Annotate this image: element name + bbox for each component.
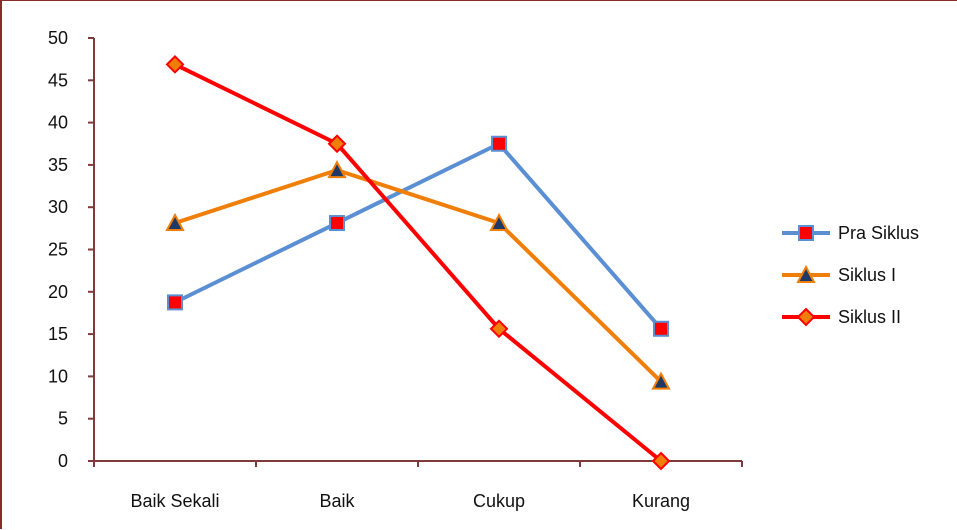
y-tick-label: 40 [48,113,68,133]
data-point-siklus-i-baik [327,160,347,179]
legend-label: Siklus I [838,265,896,285]
legend-label: Siklus II [838,307,901,327]
legend-swatch-marker [798,225,814,241]
legend-item-pra-siklus: Pra Siklus [782,223,919,243]
y-tick-label: 0 [58,451,68,471]
data-point-siklus-i-cukup [489,212,509,232]
x-axis: Baik Sekali Baik Cukup Kurang [88,460,743,511]
legend-swatch-marker [796,264,816,283]
series-layer [165,54,671,471]
series-segment-siklus-i [173,168,339,226]
series-segment-pra-siklus [335,141,501,226]
data-point-pra-siklus-cukup [491,135,507,152]
y-tick-label: 5 [58,409,68,429]
y-tick-label: 25 [48,240,68,260]
x-tick-label-kurang: Kurang [632,491,690,511]
data-point-siklus-i-kurang [651,371,671,390]
data-point-siklus-ii-cukup [489,319,509,339]
series-segment-siklus-ii [173,62,339,146]
x-tick-label-baik: Baik [319,491,355,511]
y-tick-label: 10 [48,366,68,386]
data-point-pra-siklus-baik-sekali [167,294,183,311]
y-tick-label: 35 [48,155,68,175]
legend-label: Pra Siklus [838,223,919,243]
data-point-siklus-ii-baik-sekali [165,54,185,74]
series-segment-siklus-i [497,221,663,384]
legend-item-siklus-i: Siklus I [782,264,896,285]
data-point-siklus-ii-kurang [651,451,671,471]
y-tick-label: 15 [48,324,68,344]
series-segment-siklus-ii [497,326,663,463]
series-pra-siklus [167,135,669,337]
y-tick-label: 45 [48,70,68,90]
series-segment-pra-siklus [497,141,663,331]
y-tick-label: 20 [48,282,68,302]
data-point-siklus-i-baik-sekali [165,212,185,232]
x-tick-label-baik-sekali: Baik Sekali [130,491,219,511]
legend: Pra Siklus Siklus I Siklus II [782,223,919,327]
data-point-pra-siklus-baik [329,215,345,232]
series-segment-siklus-i [335,168,501,226]
y-tick-label: 50 [48,28,68,48]
series-siklus-ii [165,54,671,471]
x-tick-label-cukup: Cukup [473,491,525,511]
y-axis: 0 5 10 15 20 25 30 35 40 45 50 [48,28,95,471]
data-point-siklus-ii-baik [327,134,347,154]
y-tick-label: 30 [48,197,68,217]
series-segment-siklus-ii [335,141,501,331]
series-siklus-i [165,160,671,390]
series-segment-pra-siklus [173,221,339,305]
legend-item-siklus-ii: Siklus II [782,307,901,327]
data-point-pra-siklus-kurang [653,320,669,337]
legend-swatch-marker [796,307,816,327]
